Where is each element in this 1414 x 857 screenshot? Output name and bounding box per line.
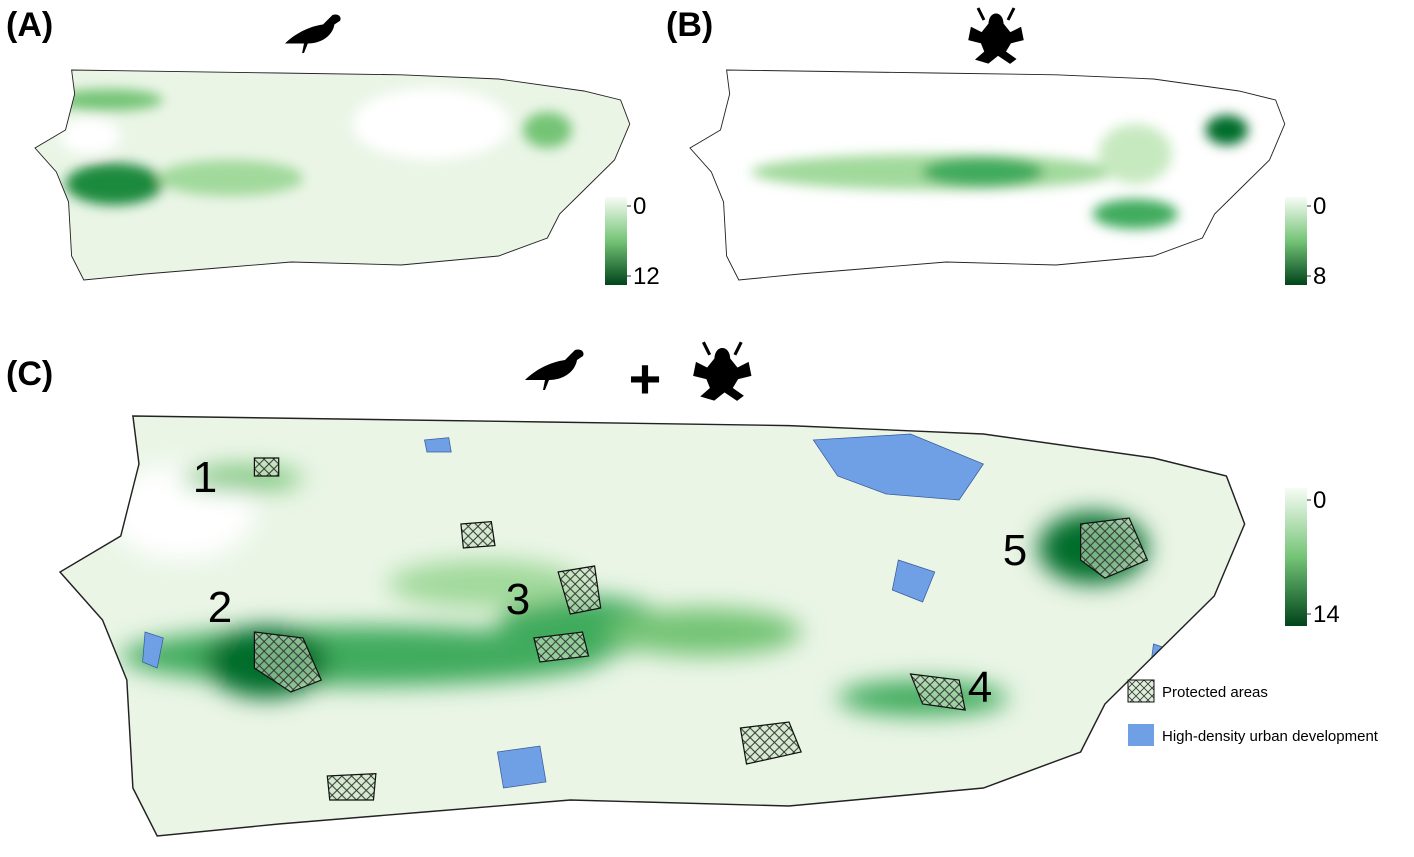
legend-swatch: [1128, 724, 1154, 746]
colorbar-tick-label: 0: [1313, 193, 1326, 220]
island-map: [34, 69, 631, 281]
frog-icon: [693, 340, 752, 401]
legend-label: Protected areas: [1162, 684, 1268, 701]
colorbar-tick-label: 12: [633, 263, 660, 290]
panel-label: (B): [666, 6, 713, 44]
panel-c: (C) +: [6, 340, 1379, 837]
colorbar-tick-label: 14: [1313, 601, 1340, 628]
colorbar-tick-label: 0: [1313, 487, 1326, 514]
hotspot-label: 2: [208, 583, 232, 632]
legend-label: High-density urban development: [1162, 728, 1379, 745]
colorbar-tick-label: 8: [1313, 263, 1326, 290]
bird-icon: [525, 349, 584, 390]
legend-swatch: [1127, 679, 1155, 703]
panel-b: (B) 0 8: [666, 6, 1326, 290]
bird-icon: [285, 14, 341, 54]
island-map: [59, 415, 1246, 837]
hotspot-label: 3: [506, 575, 530, 624]
colorbar-tick-label: 0: [633, 193, 646, 220]
frog-icon: [968, 6, 1024, 64]
island-map: [689, 69, 1286, 281]
hotspot-label: 1: [193, 453, 217, 502]
panel-label: (A): [6, 6, 53, 44]
colorbar: [1285, 197, 1307, 285]
colorbar: [1285, 488, 1307, 626]
hotspot-label: 4: [968, 663, 992, 712]
panel-label: (C): [6, 355, 53, 393]
colorbar: [605, 197, 627, 285]
hotspot-label: 5: [1003, 526, 1027, 575]
panel-a: (A) 0 12: [6, 6, 660, 290]
combine-symbol: +: [629, 347, 662, 410]
